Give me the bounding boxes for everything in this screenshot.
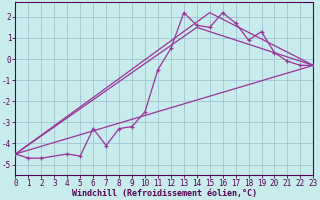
X-axis label: Windchill (Refroidissement éolien,°C): Windchill (Refroidissement éolien,°C) <box>72 189 257 198</box>
